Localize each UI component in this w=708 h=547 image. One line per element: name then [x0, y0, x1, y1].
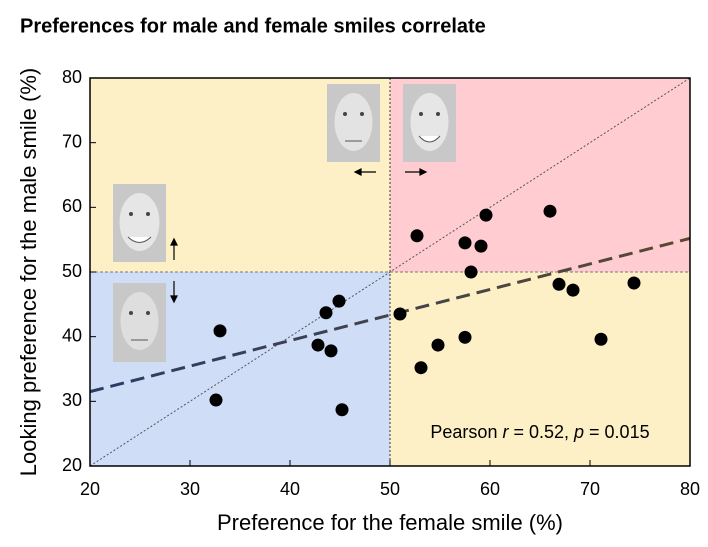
y-tick-label: 70 — [62, 131, 82, 151]
x-tick-label: 60 — [480, 479, 500, 499]
point — [459, 331, 472, 344]
face-image — [403, 84, 456, 162]
y-tick-label: 60 — [62, 196, 82, 216]
chart-title: Preferences for male and female smiles c… — [20, 15, 486, 37]
point — [475, 240, 488, 253]
y-axis-label: Looking preference for the male smile (%… — [16, 68, 41, 476]
point — [628, 276, 641, 289]
point — [336, 403, 349, 416]
point — [595, 333, 608, 346]
point — [553, 278, 566, 291]
y-tick-label: 20 — [62, 455, 82, 475]
x-tick-label: 20 — [80, 479, 100, 499]
point — [214, 324, 227, 337]
x-tick-label: 70 — [580, 479, 600, 499]
point — [210, 394, 223, 407]
y-tick-label: 30 — [62, 390, 82, 410]
x-tick-label: 40 — [280, 479, 300, 499]
annotation-part: Pearson — [430, 422, 502, 442]
face-image — [327, 84, 380, 162]
x-tick-label: 30 — [180, 479, 200, 499]
annotation-part: p — [573, 422, 584, 442]
point — [394, 308, 407, 321]
y-tick-label: 50 — [62, 261, 82, 281]
annotation-part: = 0.52, — [508, 422, 574, 442]
point — [333, 295, 346, 308]
point — [312, 339, 325, 352]
annotation-part: = 0.015 — [584, 422, 650, 442]
annotation: Pearson r = 0.52, p = 0.015 — [430, 422, 649, 442]
point — [320, 306, 333, 319]
y-tick-label: 40 — [62, 325, 82, 345]
point — [415, 361, 428, 374]
y-tick-label: 80 — [62, 67, 82, 87]
point — [544, 205, 557, 218]
point — [465, 266, 478, 279]
point — [411, 229, 424, 242]
face-image — [113, 184, 166, 262]
point — [459, 236, 472, 249]
x-tick-label: 50 — [380, 479, 400, 499]
x-axis-label: Preference for the female smile (%) — [217, 510, 563, 535]
face-image — [113, 283, 166, 362]
x-tick-label: 80 — [680, 479, 700, 499]
chart: 20 30 40 50 60 70 80 20 30 40 50 60 70 80 Preferences… — [0, 0, 708, 542]
point — [432, 339, 445, 352]
point — [325, 344, 338, 357]
point — [567, 284, 580, 297]
point — [480, 209, 493, 222]
